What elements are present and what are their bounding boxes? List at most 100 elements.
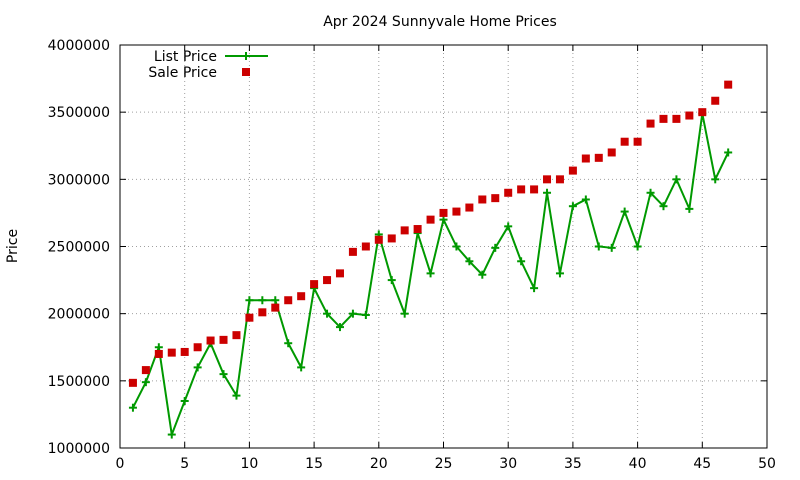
sale-price-point xyxy=(361,242,370,251)
sale-price-point xyxy=(232,331,241,340)
sale-price-point xyxy=(297,292,306,301)
list-price-point xyxy=(555,269,564,278)
list-price-point xyxy=(193,363,202,372)
list-price-point xyxy=(361,311,370,320)
sale-price-point xyxy=(517,185,526,194)
list-price-point xyxy=(646,188,655,197)
list-price-point xyxy=(180,396,189,405)
sale-price-point xyxy=(555,175,564,184)
list-price-point xyxy=(323,309,332,318)
legend-cross-swatch xyxy=(242,52,250,60)
sale-price-point xyxy=(478,195,487,204)
list-price-point xyxy=(568,202,577,211)
list-price-point xyxy=(128,403,137,412)
list-price-point xyxy=(633,242,642,251)
sale-price-point xyxy=(685,111,694,120)
list-price-point xyxy=(439,215,448,224)
sale-price-point xyxy=(310,280,319,289)
y-tick-label: 2000000 xyxy=(48,307,110,323)
sale-price-point xyxy=(659,114,668,123)
sale-price-point xyxy=(154,349,163,358)
sale-price-point xyxy=(245,313,254,322)
list-price-series xyxy=(128,109,733,439)
sale-price-point xyxy=(128,378,137,387)
sale-price-point xyxy=(413,225,422,234)
list-price-point xyxy=(711,175,720,184)
sale-price-point xyxy=(439,208,448,217)
list-price-point xyxy=(232,391,241,400)
list-price-point xyxy=(672,175,681,184)
list-price-point xyxy=(141,378,150,387)
x-tick-label: 15 xyxy=(305,456,323,472)
y-tick-label: 3000000 xyxy=(48,172,110,188)
sale-price-point xyxy=(698,108,707,117)
sale-price-point xyxy=(465,203,474,212)
sale-price-point xyxy=(633,137,642,146)
plot-frame xyxy=(119,44,768,449)
list-price-point xyxy=(426,269,435,278)
sale-price-point xyxy=(724,80,733,89)
list-price-point xyxy=(581,195,590,204)
list-price-point xyxy=(271,296,280,305)
list-price-point xyxy=(724,148,733,157)
list-price-point xyxy=(478,270,487,279)
y-tick-label: 2500000 xyxy=(48,240,110,256)
sale-price-point xyxy=(491,194,500,203)
y-tick-label: 1000000 xyxy=(48,441,110,457)
sale-price-point xyxy=(620,137,629,146)
x-tick-label: 30 xyxy=(499,456,517,472)
sale-price-point xyxy=(581,154,590,163)
list-price-point xyxy=(465,257,474,266)
x-tick-label: 25 xyxy=(435,456,453,472)
list-price-point xyxy=(167,430,176,439)
list-price-point xyxy=(620,207,629,216)
legend-label: List Price xyxy=(154,49,217,65)
sale-price-point xyxy=(348,247,357,256)
x-tick-label: 5 xyxy=(180,456,189,472)
sale-price-point xyxy=(607,148,616,157)
sale-price-point xyxy=(219,335,228,344)
sale-price-series xyxy=(128,80,733,387)
y-tick-label: 3500000 xyxy=(48,105,110,121)
sale-price-point xyxy=(568,166,577,175)
sale-price-point xyxy=(374,235,383,244)
list-price-point xyxy=(491,243,500,252)
legend-square-swatch xyxy=(242,68,250,76)
sale-price-point xyxy=(258,308,267,317)
x-tick-label: 10 xyxy=(240,456,258,472)
list-price-point xyxy=(245,296,254,305)
sale-price-point xyxy=(530,185,539,194)
sale-price-point xyxy=(504,188,513,197)
list-price-point xyxy=(284,339,293,348)
list-price-point xyxy=(258,296,267,305)
sale-price-point xyxy=(323,276,332,285)
sale-price-point xyxy=(426,215,435,224)
list-price-point xyxy=(504,222,513,231)
x-tick-label: 35 xyxy=(564,456,582,472)
y-axis-label: Price xyxy=(5,229,21,263)
x-tick-label: 50 xyxy=(758,456,776,472)
x-tick-label: 45 xyxy=(693,456,711,472)
list-price-point xyxy=(685,204,694,213)
sale-price-point xyxy=(543,175,552,184)
list-price-point xyxy=(219,370,228,379)
y-tick-label: 1500000 xyxy=(48,374,110,390)
sale-price-point xyxy=(180,347,189,356)
list-price-point xyxy=(530,284,539,293)
y-tick-label: 4000000 xyxy=(48,38,110,54)
sale-price-point xyxy=(284,296,293,305)
sale-price-point xyxy=(271,303,280,312)
sale-price-point xyxy=(646,119,655,128)
legend-label: Sale Price xyxy=(148,65,217,81)
list-price-point xyxy=(607,243,616,252)
list-price-point xyxy=(297,363,306,372)
sale-price-point xyxy=(206,336,215,345)
list-price-point xyxy=(594,242,603,251)
list-price-point xyxy=(543,188,552,197)
axis-ticks: 0 5 10 15 20 25 30 35 40 45 50 1000000 1500000 200000… xyxy=(48,38,776,472)
sale-price-point xyxy=(452,207,461,216)
list-price-point xyxy=(517,257,526,266)
chart-title: Apr 2024 Sunnyvale Home Prices xyxy=(323,14,557,30)
list-price-point xyxy=(154,343,163,352)
